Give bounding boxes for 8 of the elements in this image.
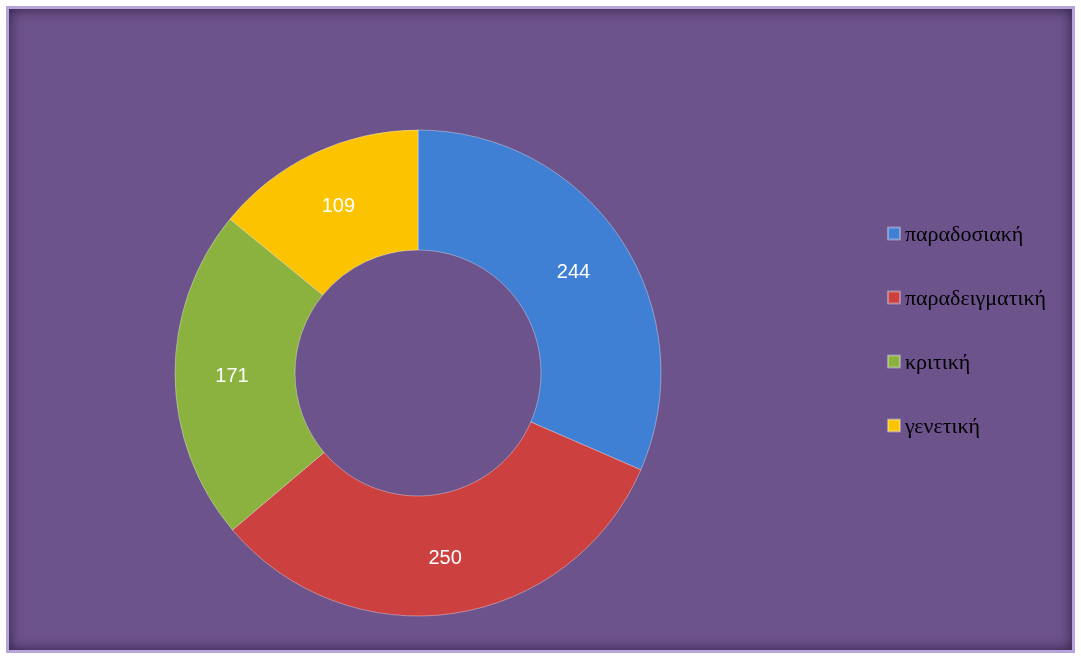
legend-label: κριτική xyxy=(904,349,971,374)
legend-label: παραδειγματική xyxy=(904,285,1047,310)
legend-label: γενετική xyxy=(903,413,981,438)
data-label: 109 xyxy=(321,193,356,216)
data-label: 171 xyxy=(215,363,249,386)
legend-label: παραδοσιακή xyxy=(904,221,1024,246)
data-label: 244 xyxy=(556,260,591,282)
data-label: 250 xyxy=(428,546,462,569)
